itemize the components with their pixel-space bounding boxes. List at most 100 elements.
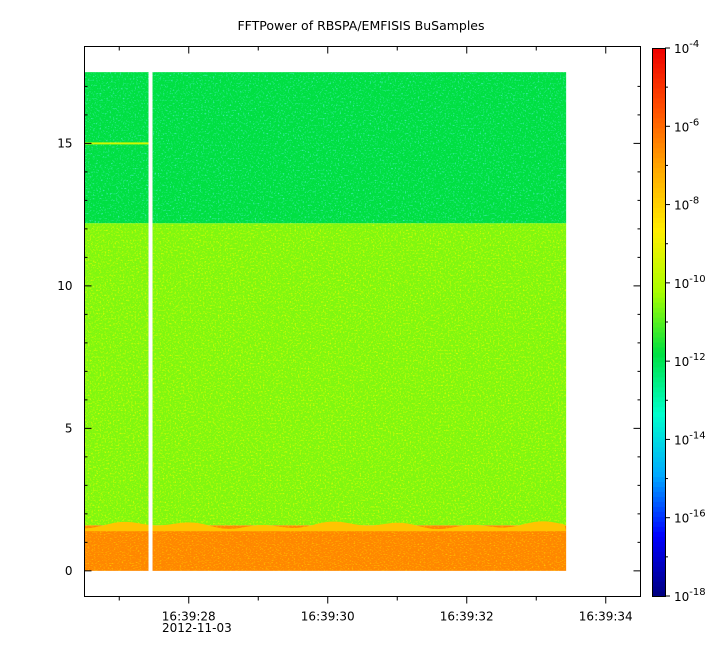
colorbar-segment [652,107,665,114]
colorbar-segment [652,361,665,368]
colorbar-segment [652,72,665,79]
colorbar-segment [652,506,665,512]
colorbar-segment [652,282,665,288]
colorbar-segment [652,526,665,532]
colorbar-segment [652,132,665,139]
colorbar-segment [652,486,665,492]
colorbar-segment [652,531,665,537]
colorbar-segment [652,356,665,363]
colorbar-segment [652,326,665,333]
colorbar-segment [652,292,665,298]
colorbar-segment [652,302,665,308]
colorbar-segment [652,147,665,154]
colorbar-segment [652,456,665,463]
colorbar-segment [652,172,665,179]
colorbar-tick-label: 10-10 [674,274,706,291]
colorbar-segment [652,207,665,213]
colorbar-segment [652,312,665,318]
x-tick-label: 16:39:28 [162,610,216,624]
colorbar-segment [652,431,665,438]
colorbar-segment [652,591,665,597]
colorbar-segment [652,237,665,243]
colorbar-tick-label: 10-12 [674,352,706,369]
colorbar-segment [652,62,665,69]
colorbar-segment [652,197,665,204]
colorbar-segment [652,381,665,388]
colorbar-segment [652,471,665,478]
colorbar-segment [652,87,665,94]
colorbar-segment [652,396,665,403]
colorbar-segment [652,541,665,547]
colorbar-tick-label: 10-16 [674,509,706,526]
colorbar-segment [652,262,665,268]
data-gap [148,71,153,572]
colorbar-segment [652,546,665,552]
colorbar-segment [652,202,665,209]
colorbar-segment [652,416,665,423]
plot-frame [84,46,641,597]
colorbar-segment [652,451,665,458]
colorbar-tick-label: 10-6 [674,117,699,134]
colorbar-segment [652,466,665,473]
colorbar-segment [652,556,665,562]
colorbar-segment [652,127,665,134]
colorbar-segment [652,242,665,248]
colorbar-segment [652,157,665,164]
colorbar-tick-label: 10-4 [674,39,699,56]
colorbar-segment [652,576,665,582]
x-tick-label: 16:39:32 [440,610,494,624]
colorbar-segment [652,67,665,74]
colorbar-segment [652,287,665,293]
colorbar-segment [652,336,665,343]
colorbar-segment [652,177,665,184]
colorbar-segment [652,232,665,238]
colorbar-segment [652,501,665,507]
colorbar-segment [652,421,665,428]
colorbar-tick-label: 10-18 [674,587,706,604]
colorbar-segment [652,167,665,174]
colorbar-segment [652,516,665,522]
colorbar-segment [652,102,665,109]
colorbar-segment [652,441,665,448]
colorbar-segment [652,426,665,433]
colorbar-tick-label: 10-14 [674,430,706,447]
colorbar-segment [652,551,665,557]
colorbar-segment [652,391,665,398]
colorbar-segment [652,152,665,159]
colorbar-segment [652,481,665,487]
colorbar-segment [652,77,665,84]
colorbar-segment [652,182,665,189]
y-axis: 0 5 10 15 [57,85,641,578]
colorbar-segment [652,112,665,119]
colorbar-segment [652,92,665,99]
colorbar-segment [652,566,665,572]
colorbar-segment [652,142,665,149]
spectrogram-region-texture [84,72,567,224]
colorbar-segment [652,277,665,283]
spectrogram-data [84,71,567,572]
colorbar-segment [652,521,665,527]
colorbar-segment [652,406,665,413]
colorbar-segment [652,322,665,328]
band-edge [84,521,567,532]
y-tick-label: 0 [65,564,73,578]
colorbar-segment [652,536,665,542]
colorbar-segment [652,97,665,104]
colorbar-segment [652,252,665,258]
spectrogram-region-texture [84,525,567,571]
spectrogram-region-texture [84,223,567,526]
colorbar-segment [652,386,665,393]
colorbar-segment [652,371,665,378]
colorbar-segment [652,117,665,124]
spectral-line [84,142,151,145]
colorbar-segment [652,217,665,223]
colorbar-segment [652,317,665,323]
x-tick-label: 16:39:30 [301,610,355,624]
colorbar-segment [652,307,665,313]
colorbar-segment [652,331,665,338]
y-tick-label: 10 [57,279,72,293]
colorbar-segment [652,401,665,408]
chart-title: FFTPower of RBSPA/EMFISIS BuSamples [237,18,484,33]
